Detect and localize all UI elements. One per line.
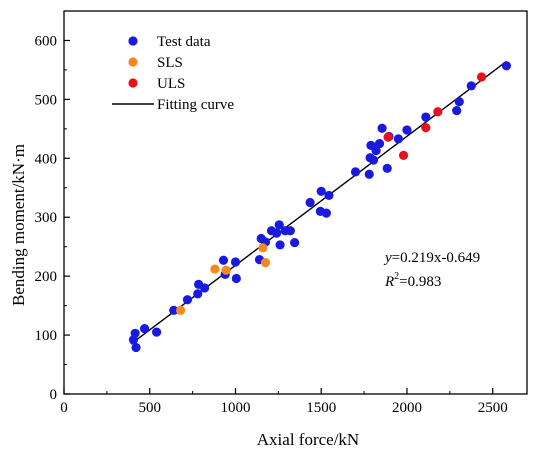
- legend-fitting-curve-label: Fitting curve: [157, 97, 234, 113]
- uls-point: [383, 132, 393, 142]
- test-data-point: [275, 240, 285, 250]
- sls-point: [258, 243, 268, 253]
- fitting-curve-line: [130, 60, 507, 345]
- x-tick-label: 1000: [220, 400, 250, 416]
- y-tick-label: 200: [35, 269, 58, 285]
- y-tick-label: 500: [35, 92, 58, 108]
- test-data-point: [139, 323, 150, 334]
- y-tick-label: 600: [35, 33, 58, 49]
- test-data-point: [368, 155, 379, 165]
- test-data-point: [452, 105, 462, 116]
- test-data-point: [169, 305, 179, 315]
- y-axis-title: Bending moment/kN·m: [9, 144, 28, 306]
- axis-ticks: [63, 39, 494, 395]
- test-data-point: [364, 169, 374, 179]
- test-data-point: [230, 257, 241, 267]
- legend-test-data-marker: [128, 36, 138, 46]
- test-data-point: [290, 237, 300, 248]
- equation-y-var: y: [383, 250, 392, 266]
- test-data-point: [130, 328, 140, 338]
- test-data-point: [466, 81, 476, 91]
- x-tick-label: 2000: [392, 400, 422, 416]
- equation-body: =0.219x-0.649: [392, 250, 480, 266]
- test-data-point: [182, 295, 193, 305]
- plot-frame: [63, 10, 528, 395]
- sls-point: [210, 264, 220, 274]
- sls-point: [260, 258, 271, 268]
- uls-point: [421, 123, 431, 133]
- test-data-point: [501, 61, 512, 71]
- test-data-point: [421, 112, 431, 122]
- fit-annotation: y=0.219x-0.649 R2=0.983: [383, 250, 480, 290]
- r2-symbol: R: [384, 274, 394, 290]
- legend-sls-label: SLS: [157, 55, 183, 71]
- test-data-point: [316, 186, 326, 196]
- fit-r-squared: R2=0.983: [384, 271, 441, 290]
- test-data-point: [231, 273, 241, 284]
- test-data-point: [193, 289, 203, 299]
- test-data-point: [402, 125, 412, 135]
- data-points: [128, 61, 512, 353]
- test-data-point: [393, 134, 403, 144]
- test-data-point: [131, 342, 141, 353]
- test-data-point: [382, 163, 392, 173]
- test-data-point: [371, 146, 381, 156]
- legend: Test data SLS ULS Fitting curve: [112, 34, 234, 113]
- x-tick-label: 1500: [306, 400, 336, 416]
- test-data-point: [324, 190, 334, 201]
- r2-superscript: 2: [394, 271, 399, 282]
- plot-border: [63, 10, 528, 395]
- r2-value: =0.983: [399, 274, 441, 290]
- test-data-point: [374, 138, 385, 149]
- legend-uls-label: ULS: [157, 76, 185, 92]
- test-data-point: [200, 283, 210, 293]
- y-tick-label: 100: [35, 328, 58, 344]
- sls-point: [221, 265, 231, 275]
- test-data-point: [377, 123, 387, 133]
- x-tick-label: 2500: [478, 400, 508, 416]
- test-data-point: [350, 167, 361, 177]
- legend-uls-marker: [128, 78, 138, 88]
- uls-point: [433, 107, 443, 117]
- test-data-point: [454, 97, 464, 107]
- fitting-curve-group: [130, 60, 507, 345]
- x-tick-label: 0: [60, 400, 68, 416]
- test-data-point: [218, 255, 229, 265]
- y-tick-label: 400: [35, 151, 58, 167]
- test-data-point: [152, 327, 162, 337]
- test-data-point: [305, 197, 315, 208]
- test-data-point: [274, 220, 284, 230]
- x-axis-title: Axial force/kN: [257, 430, 359, 449]
- y-tick-label: 300: [35, 210, 58, 226]
- y-tick-label: 0: [50, 387, 58, 403]
- uls-point: [476, 72, 487, 82]
- test-data-point: [321, 208, 331, 218]
- fit-equation: y=0.219x-0.649: [383, 250, 480, 266]
- x-tick-label: 500: [138, 400, 161, 416]
- axis-tick-labels: 0 500 1000 1500 2000 2500 0 100 200 300 400 500 600: [35, 33, 508, 416]
- test-data-point: [285, 226, 295, 236]
- legend-test-data-label: Test data: [157, 34, 211, 50]
- uls-point: [398, 150, 409, 160]
- sls-point: [176, 305, 186, 315]
- test-data-point: [272, 228, 282, 238]
- legend-sls-marker: [128, 57, 138, 67]
